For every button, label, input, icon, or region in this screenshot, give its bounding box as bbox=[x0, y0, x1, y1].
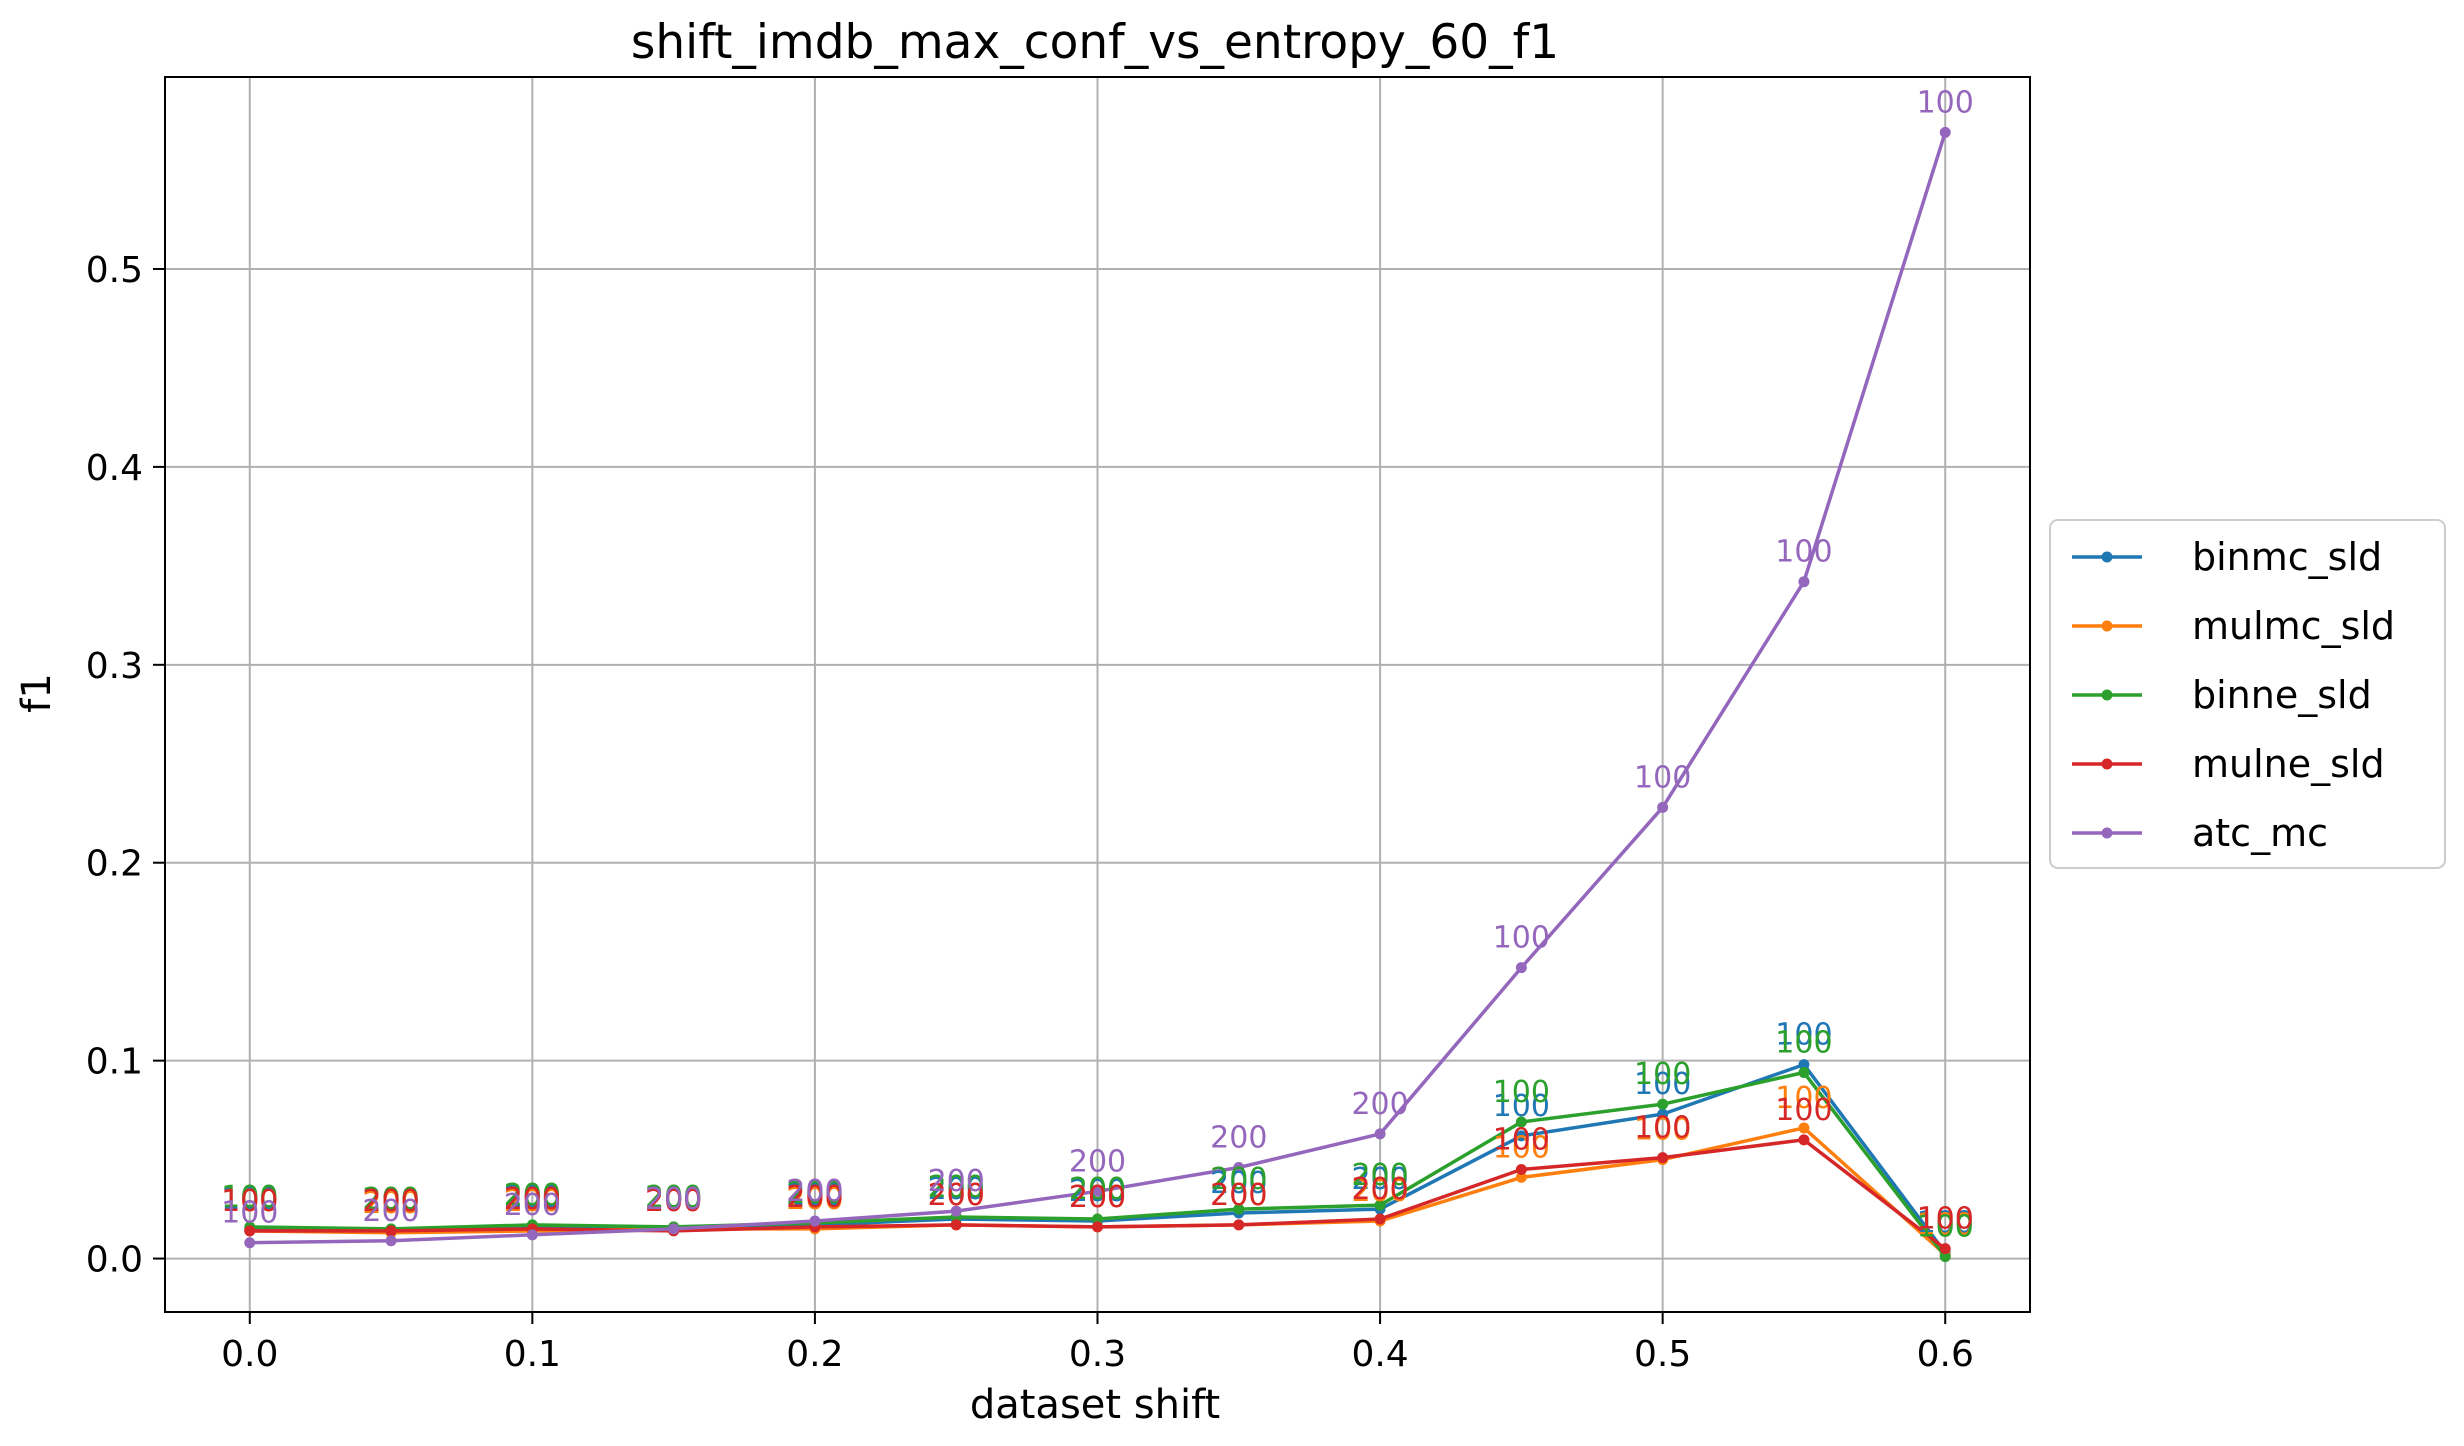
x-tick-label: 0.3 bbox=[1069, 1334, 1126, 1375]
legend-swatch-marker bbox=[2102, 690, 2113, 701]
chart-title: shift_imdb_max_conf_vs_entropy_60_f1 bbox=[631, 15, 1559, 70]
legend-label: mulmc_sld bbox=[2192, 604, 2395, 648]
y-tick-label: 0.4 bbox=[86, 448, 143, 489]
data-point bbox=[1940, 1243, 1951, 1254]
data-label: 200 bbox=[362, 1194, 419, 1229]
data-label: 100 bbox=[1493, 1123, 1550, 1158]
data-label: 100 bbox=[1917, 85, 1974, 120]
data-label: 100 bbox=[221, 1196, 278, 1231]
data-label: 200 bbox=[504, 1188, 561, 1223]
data-point bbox=[951, 1219, 962, 1230]
data-label: 200 bbox=[1210, 1178, 1267, 1213]
data-point bbox=[1940, 127, 1951, 138]
x-tick-label: 0.6 bbox=[1917, 1334, 1974, 1375]
data-label: 200 bbox=[928, 1164, 985, 1199]
data-point bbox=[1516, 962, 1527, 973]
legend-swatch-marker bbox=[2102, 828, 2113, 839]
data-label: 200 bbox=[645, 1182, 702, 1217]
data-label: 200 bbox=[1351, 1172, 1408, 1207]
data-label: 100 bbox=[1634, 1057, 1691, 1092]
legend: binmc_sld mulmc_sld binne_sld mulne_sld atc_… bbox=[2050, 520, 2445, 868]
x-tick-label: 0.2 bbox=[786, 1334, 843, 1375]
data-label: 200 bbox=[1351, 1087, 1408, 1122]
legend-label: atc_mc bbox=[2192, 811, 2328, 855]
data-point bbox=[668, 1223, 679, 1234]
data-label: 100 bbox=[1917, 1202, 1974, 1237]
data-point bbox=[386, 1235, 397, 1246]
data-point bbox=[1375, 1213, 1386, 1224]
x-axis-label: dataset shift bbox=[970, 1382, 1220, 1428]
data-label: 200 bbox=[1069, 1144, 1126, 1179]
legend-swatch-marker bbox=[2102, 621, 2113, 632]
y-tick-label: 0.3 bbox=[86, 646, 143, 687]
data-label: 100 bbox=[1493, 921, 1550, 956]
legend-label: binmc_sld bbox=[2192, 535, 2382, 579]
y-tick-label: 0.0 bbox=[86, 1240, 143, 1281]
data-point bbox=[1657, 802, 1668, 813]
data-label: 100 bbox=[1493, 1075, 1550, 1110]
data-point bbox=[527, 1229, 538, 1240]
data-label: 100 bbox=[1775, 1093, 1832, 1128]
y-tick-label: 0.5 bbox=[86, 250, 143, 291]
legend-label: mulne_sld bbox=[2192, 742, 2385, 786]
data-label: 200 bbox=[1210, 1121, 1267, 1156]
data-point bbox=[244, 1237, 255, 1248]
data-point bbox=[1092, 1221, 1103, 1232]
legend-swatch-marker bbox=[2102, 552, 2113, 563]
data-point bbox=[1798, 576, 1809, 587]
y-tick-label: 0.1 bbox=[86, 1042, 143, 1083]
data-point bbox=[809, 1215, 820, 1226]
data-point bbox=[1516, 1164, 1527, 1175]
data-label: 100 bbox=[1634, 1111, 1691, 1146]
y-tick-label: 0.2 bbox=[86, 844, 143, 885]
data-point bbox=[1657, 1152, 1668, 1163]
data-label: 100 bbox=[1634, 760, 1691, 795]
data-point bbox=[1798, 1134, 1809, 1145]
legend-label: binne_sld bbox=[2192, 673, 2372, 717]
x-tick-label: 0.4 bbox=[1351, 1334, 1408, 1375]
data-label: 100 bbox=[1775, 1026, 1832, 1061]
legend-swatch-marker bbox=[2102, 759, 2113, 770]
x-tick-label: 0.0 bbox=[221, 1334, 278, 1375]
data-point bbox=[1375, 1128, 1386, 1139]
data-label: 100 bbox=[1775, 535, 1832, 570]
data-label: 200 bbox=[786, 1174, 843, 1209]
y-axis-label: f1 bbox=[14, 673, 60, 713]
x-tick-label: 0.1 bbox=[504, 1334, 561, 1375]
data-point bbox=[1798, 1067, 1809, 1078]
x-tick-label: 0.5 bbox=[1634, 1334, 1691, 1375]
data-label: 200 bbox=[1069, 1180, 1126, 1215]
data-point bbox=[1233, 1219, 1244, 1230]
